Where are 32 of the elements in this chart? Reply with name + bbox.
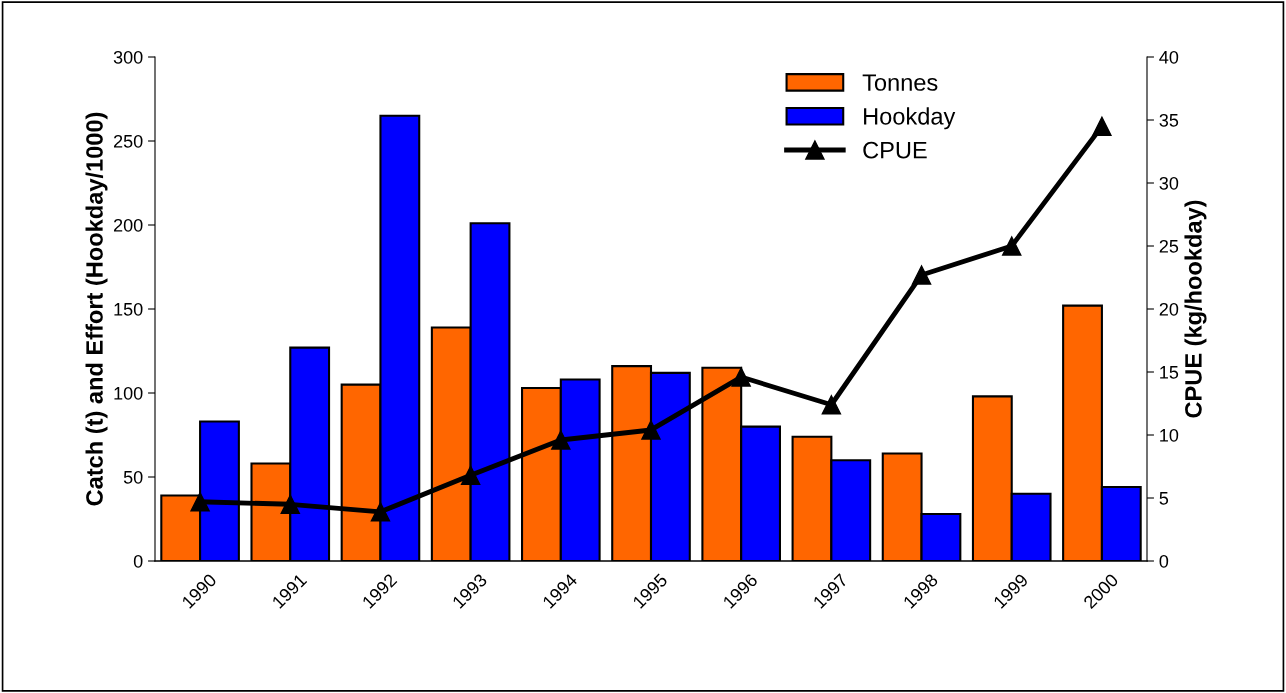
legend-label: CPUE [863, 141, 927, 159]
y-tick-label: 100 [114, 386, 143, 400]
point [551, 430, 571, 450]
y-axis-title: Catch (t) and Effort (Hookday/1000) [85, 112, 108, 506]
y2-tick-label: 20 [1159, 302, 1179, 316]
y-tick-label: 150 [114, 302, 143, 316]
point [280, 494, 300, 515]
point [911, 265, 932, 285]
y2-tick-label: 40 [1159, 50, 1179, 64]
point [190, 492, 210, 512]
y2-tick-label: 35 [1159, 113, 1179, 127]
y-tick-label: 200 [113, 218, 143, 232]
y-tick-label: 50 [123, 470, 143, 484]
point [731, 367, 751, 387]
y-tick-label: 300 [113, 50, 143, 64]
point [460, 465, 481, 486]
point [641, 420, 661, 440]
legend-label: Hookday [864, 107, 956, 130]
y-tick-label: 0 [133, 554, 143, 568]
point [370, 502, 391, 522]
y2-tick-label: 5 [1159, 492, 1169, 505]
y2-tick-label: 25 [1159, 239, 1179, 253]
y-tick-label: 250 [113, 134, 143, 148]
point [1002, 236, 1022, 256]
y2-tick-label: 30 [1159, 176, 1179, 190]
legend-label: Tonnes [862, 74, 938, 91]
y2-tick-label: 10 [1160, 428, 1179, 442]
y2-tick-label: 15 [1160, 366, 1179, 379]
y2-tick-label: 0 [1159, 554, 1169, 568]
point [821, 395, 842, 415]
y2-axis-title: CPUE (kg/hookday) [1184, 200, 1207, 418]
point [1092, 116, 1112, 137]
